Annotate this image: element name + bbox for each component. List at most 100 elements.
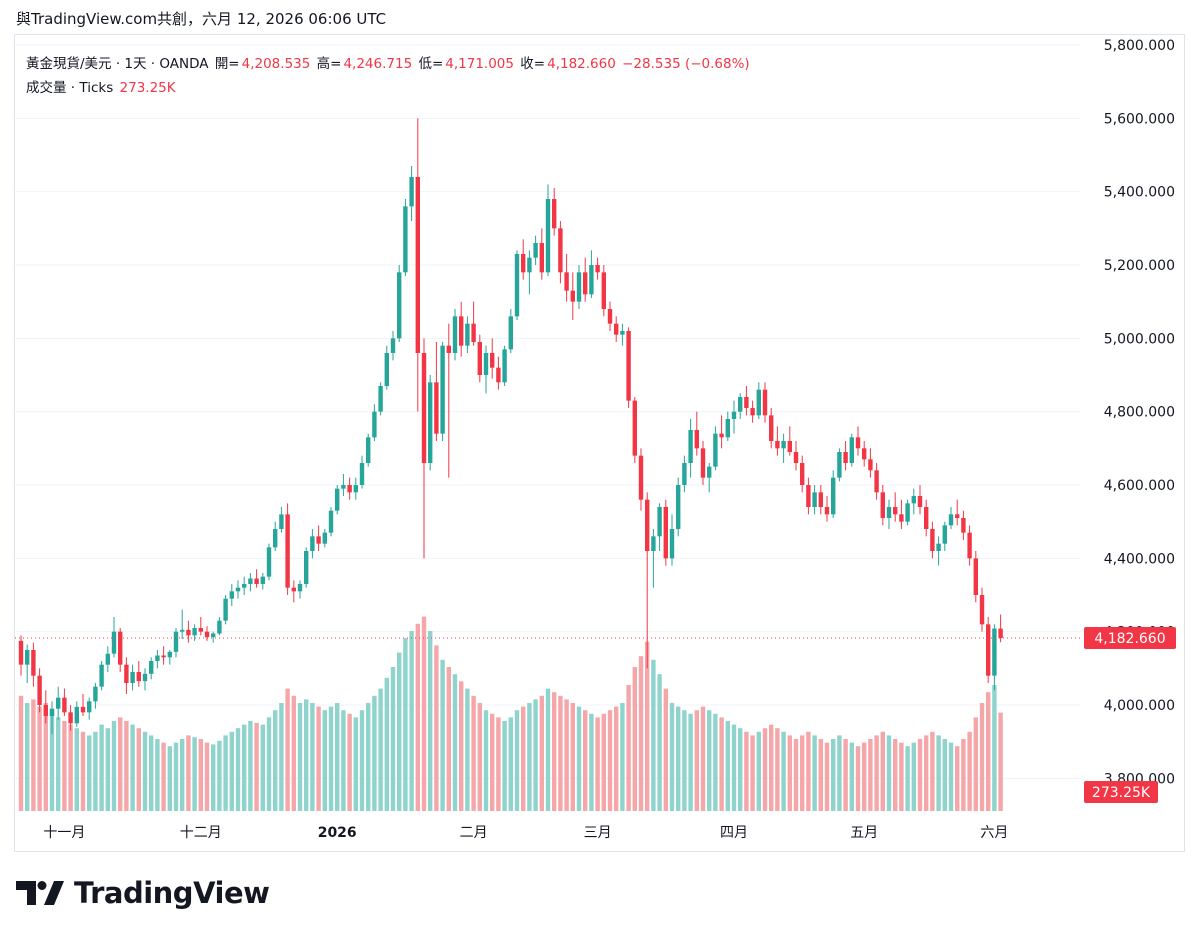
candle-body: [682, 463, 687, 485]
tradingview-logo-text: TradingView: [74, 876, 270, 910]
candle-body: [744, 397, 749, 408]
chart-canvas[interactable]: 5,800.000 5,600.000 5,400.000 5,200.000 5,00…: [15, 35, 1184, 851]
volume-bar: [273, 710, 278, 811]
candle-body: [397, 272, 402, 339]
candle-body: [192, 628, 197, 636]
volume-bar: [328, 706, 334, 811]
candle-body: [862, 448, 867, 460]
candle-body: [105, 653, 110, 665]
volume-bar: [248, 721, 253, 811]
price-axis-label: 5,400.000: [1104, 185, 1175, 201]
candle-body: [124, 664, 129, 683]
candle-body: [223, 598, 228, 621]
volume-bar: [663, 688, 668, 811]
volume-bar: [446, 667, 451, 811]
candle-body: [514, 254, 520, 317]
candle-body: [781, 441, 786, 449]
candle-body: [217, 620, 222, 634]
volume-bar: [297, 703, 303, 811]
volume-bar: [217, 740, 222, 811]
volume-bar: [719, 717, 724, 811]
legend-symbol[interactable]: 黃金現貨/美元 · 1天 · OANDA: [26, 56, 209, 72]
candle-body: [279, 514, 284, 529]
candle-body: [37, 675, 42, 705]
candle-body: [998, 628, 1003, 639]
candle-body: [428, 382, 433, 463]
volume-bar: [787, 735, 792, 811]
volume-bar: [936, 735, 941, 811]
volume-bar: [161, 742, 166, 811]
legend-volume-label[interactable]: 成交量 · Ticks: [26, 80, 114, 96]
volume-bar: [626, 685, 631, 811]
candle-body: [25, 650, 30, 665]
volume-bar: [18, 695, 24, 811]
candle-body: [855, 437, 861, 449]
chart-frame[interactable]: 5,800.000 5,600.000 5,400.000 5,200.000 5,00…: [14, 34, 1185, 852]
volume-bar: [806, 731, 811, 811]
candle-body: [688, 430, 693, 463]
volume-bar: [192, 737, 197, 811]
tradingview-logo[interactable]: TradingView: [16, 876, 270, 910]
volume-bar: [180, 739, 185, 811]
candle-body: [310, 536, 315, 551]
legend-ohlc-row: 黃金現貨/美元 · 1天 · OANDA 開= 4,208.535 高= 4,246…: [26, 52, 752, 76]
volume-bar: [948, 742, 954, 811]
volume-bar: [25, 703, 30, 811]
candle-body: [589, 265, 594, 295]
last-volume-tag: [1084, 781, 1158, 803]
candle-body: [930, 529, 935, 551]
time-axis-label: 六月: [980, 825, 1008, 841]
volume-bar: [279, 703, 284, 811]
volume-bar: [837, 735, 842, 811]
candle-body: [477, 342, 482, 375]
candle-body: [130, 672, 135, 683]
candle-body: [607, 309, 613, 324]
candle-body: [905, 503, 910, 522]
volume-bar: [775, 728, 780, 811]
candle-body: [459, 316, 464, 346]
candle-body: [570, 290, 575, 302]
volume-bar: [924, 735, 929, 811]
volume-bar: [731, 724, 737, 811]
candle-body: [713, 433, 718, 467]
price-axis-label: 5,800.000: [1104, 38, 1175, 54]
candle-body: [173, 631, 179, 652]
candle-body: [136, 672, 141, 682]
volume-bar: [372, 695, 377, 811]
volume-bar: [341, 710, 346, 811]
candle-body: [843, 452, 848, 463]
candle-body: [750, 408, 755, 416]
candle-body: [657, 507, 662, 537]
volume-bar: [911, 742, 916, 811]
candle-body: [986, 624, 991, 676]
volume-bar: [744, 731, 749, 811]
candle-body: [502, 349, 507, 383]
candle-body: [539, 243, 544, 273]
price-axis-label: 4,000.000: [1104, 698, 1175, 714]
candle-body: [316, 536, 321, 544]
candle-body: [824, 507, 830, 515]
candle-body: [149, 661, 154, 674]
volume-bar: [930, 731, 935, 811]
candle-body: [955, 514, 960, 518]
volume-bar: [632, 667, 637, 811]
volume-bar: [415, 623, 420, 811]
volume-bar: [105, 728, 110, 811]
candle-body: [452, 316, 458, 353]
candle-body: [669, 529, 675, 559]
candle-body: [893, 507, 898, 515]
volume-bar: [694, 710, 699, 811]
volume-bar: [738, 728, 743, 811]
volume-bar: [831, 739, 836, 811]
time-axis-label: 三月: [584, 825, 612, 841]
candle-body: [725, 419, 730, 438]
volume-bar: [198, 739, 203, 811]
volume-bar: [483, 710, 489, 811]
legend-high-value: 4,246.715: [343, 56, 413, 72]
volume-bar: [595, 717, 600, 811]
candle-body: [545, 199, 551, 273]
price-axis-label: 4,800.000: [1104, 405, 1175, 421]
volume-bar: [186, 735, 191, 811]
volume-bar: [762, 728, 768, 811]
legend-low-value: 4,171.005: [445, 56, 514, 72]
